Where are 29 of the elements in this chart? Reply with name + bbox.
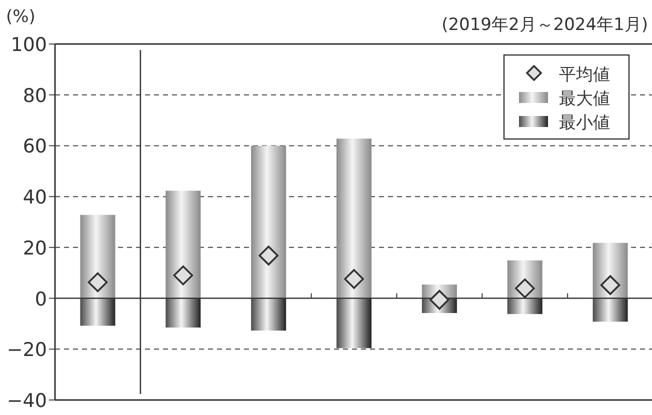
y-tick-label: −40 [6,390,47,412]
point [173,266,194,286]
chart-subtitle: (2019年2月～2024年1月) [442,15,648,35]
y-tick-label: 60 [22,136,47,158]
legend-label: 最大値 [559,89,610,109]
bar [251,298,286,331]
y-tick-label: 20 [22,237,47,260]
bar [251,146,286,298]
y-tick-label: −20 [6,339,47,362]
bar [336,138,372,298]
bar [80,298,116,326]
point [430,290,450,310]
y-tick-label: 80 [22,84,47,107]
y-tick-label: 100 [10,34,47,56]
bar [336,298,372,348]
bar [166,298,201,328]
bar [80,214,116,298]
y-tick-label: 40 [22,186,47,209]
bar [592,298,628,322]
bar [507,298,542,314]
point [600,275,620,295]
point [344,269,364,289]
bar [166,190,201,298]
y-axis-title: (%) [6,7,36,27]
point [88,272,108,292]
y-tick-label: 0 [34,288,47,310]
legend-label: 平均値 [559,65,610,85]
point [258,246,278,266]
legend-label: 最小値 [559,113,610,133]
